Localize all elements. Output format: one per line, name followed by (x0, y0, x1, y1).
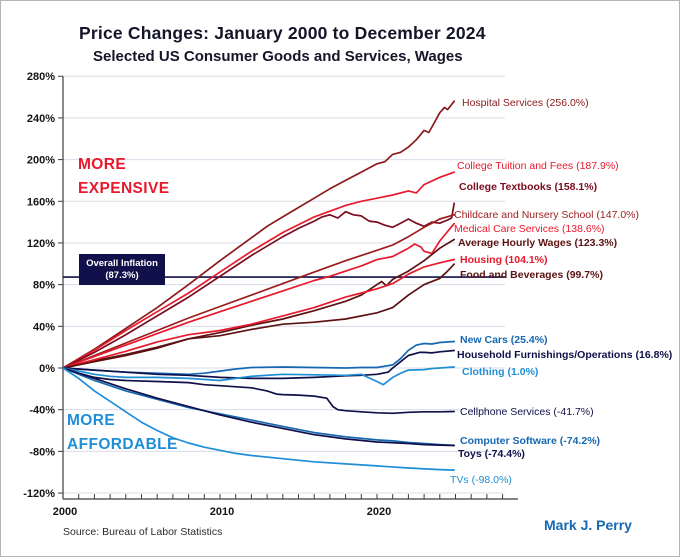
series-label-hospital-services: Hospital Services (256.0%) (462, 97, 589, 109)
y-tick-label: 200% (27, 155, 55, 167)
x-tick-label: 2000 (53, 506, 77, 518)
source-note: Source: Bureau of Labor Statistics (63, 526, 223, 538)
overall-inflation-value: (87.3%) (105, 269, 139, 281)
y-tick-label: -80% (29, 446, 55, 458)
series-label-college-tuition: College Tuition and Fees (187.9%) (457, 160, 619, 172)
series-label-college-textbooks: College Textbooks (158.1%) (459, 181, 597, 193)
chart-subtitle: Selected US Consumer Goods and Services,… (93, 48, 463, 65)
series-label-tvs: TVs (-98.0%) (450, 474, 512, 486)
series-line-household-furnishings (62, 349, 456, 380)
chart-title: Price Changes: January 2000 to December … (79, 23, 486, 43)
overall-inflation-label: Overall Inflation (86, 257, 158, 269)
x-tick-label: 2010 (210, 506, 234, 518)
series-label-clothing: Clothing (1.0%) (462, 366, 538, 378)
series-line-new-cars (62, 340, 456, 376)
series-line-tvs (62, 367, 456, 471)
y-tick-label: 120% (27, 238, 55, 250)
series-line-childcare-nursery (62, 213, 456, 369)
series-line-food-beverages (62, 263, 456, 369)
y-tick-label: 40% (33, 321, 55, 333)
series-line-toys (62, 367, 456, 447)
series-label-computer-software: Computer Software (-74.2%) (460, 435, 600, 447)
annotation-more-affordable: MORE AFFORDABLE (67, 412, 178, 454)
series-line-housing (62, 258, 456, 369)
y-tick-label: 240% (27, 113, 55, 125)
series-line-average-hourly-wages (62, 238, 456, 369)
series-line-medical-care-services (62, 222, 456, 369)
series-label-toys: Toys (-74.4%) (458, 448, 525, 460)
y-tick-label: 280% (27, 71, 55, 83)
overall-inflation-callout: Overall Inflation (87.3%) (79, 254, 165, 285)
annotation-more-expensive: MORE EXPENSIVE (78, 156, 170, 198)
series-label-housing: Housing (104.1%) (460, 254, 548, 266)
author-credit: Mark J. Perry (544, 517, 632, 533)
series-line-hospital-services (62, 100, 456, 369)
y-tick-label: 160% (27, 196, 55, 208)
series-line-college-tuition (62, 171, 456, 369)
y-tick-label: -40% (29, 405, 55, 417)
series-line-cellphone-services (62, 367, 456, 415)
y-tick-label: -120% (23, 488, 55, 500)
y-tick-label: 0% (39, 363, 55, 375)
series-line-computer-software (62, 367, 456, 447)
x-tick-label: 2020 (367, 506, 391, 518)
series-label-food-beverages: Food and Beverages (99.7%) (460, 269, 603, 281)
series-label-average-hourly-wages: Average Hourly Wages (123.3%) (458, 237, 617, 249)
y-tick-label: 80% (33, 280, 55, 292)
series-label-household-furnishings: Household Furnishings/Operations (16.8%) (457, 349, 672, 361)
series-line-clothing (62, 366, 456, 386)
series-label-cellphone-services: Cellphone Services (-41.7%) (460, 406, 594, 418)
series-label-medical-care-services: Medical Care Services (138.6%) (454, 223, 605, 235)
series-label-childcare-nursery: Childcare and Nursery School (147.0%) (454, 209, 639, 221)
series-line-college-textbooks (62, 202, 456, 369)
series-label-new-cars: New Cars (25.4%) (460, 334, 548, 346)
